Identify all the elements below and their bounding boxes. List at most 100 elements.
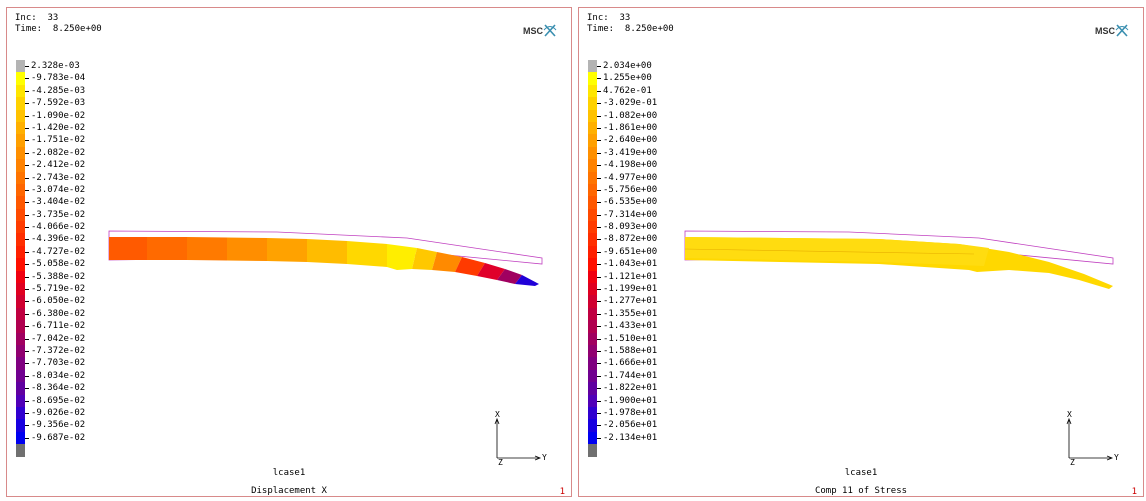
- legend-tick: [597, 239, 601, 241]
- legend-tick: [25, 400, 29, 402]
- legend-swatch: [16, 183, 25, 197]
- legend-swatch: [588, 146, 597, 160]
- legend-tick: [25, 202, 29, 204]
- legend-tick: [25, 437, 29, 439]
- legend-tick: [25, 425, 29, 427]
- legend-tick: [25, 90, 29, 92]
- legend-tick: [25, 177, 29, 179]
- model-mesh-view[interactable]: [579, 8, 1144, 497]
- legend-tick: [25, 103, 29, 105]
- legend-value: -4.396e-02: [31, 234, 86, 245]
- legend-tick: [25, 165, 29, 167]
- legend-tick: [25, 363, 29, 365]
- legend-value: -5.719e-02: [31, 284, 86, 295]
- legend-value: -1.043e+01: [603, 259, 658, 270]
- legend-value: -9.687e-02: [31, 432, 86, 443]
- legend-swatch: [588, 295, 597, 308]
- legend-swatch: [16, 72, 25, 85]
- legend-tick: [597, 313, 601, 315]
- legend-swatch: [588, 196, 597, 209]
- legend-swatch: [588, 245, 597, 259]
- legend-swatch: [588, 406, 597, 420]
- legend-swatch: [588, 109, 597, 122]
- legend-swatch: [16, 431, 25, 445]
- legend-tick: [597, 165, 601, 167]
- legend-tick: [25, 289, 29, 291]
- legend-value: -9.651e+00: [603, 246, 658, 257]
- legend-tick: [597, 90, 601, 92]
- model-mesh-view[interactable]: [7, 8, 572, 497]
- legend-value: -7.703e-02: [31, 358, 86, 369]
- triad-x-label: X: [1067, 410, 1072, 419]
- legend-swatch: [588, 382, 597, 395]
- legend-tick: [597, 412, 601, 414]
- legend-tick: [25, 301, 29, 303]
- legend-value: -6.711e-02: [31, 321, 86, 332]
- legend-tick: [597, 425, 601, 427]
- legend-value: -1.420e-02: [31, 122, 86, 133]
- legend-swatch: [588, 369, 597, 383]
- legend-swatch: [16, 121, 25, 135]
- increment-time-header: Inc: 33 Time: 8.250e+00: [15, 13, 102, 35]
- legend-value: -2.134e+01: [603, 432, 658, 443]
- legend-swatch: [588, 121, 597, 135]
- increment-label: Inc: 33: [587, 13, 631, 23]
- viewport-displacement[interactable]: Inc: 33 Time: 8.250e+00 MSC 2.328e-03 -9.…: [6, 7, 572, 497]
- legend-swatch: [588, 171, 597, 184]
- legend-value: 2.328e-03: [31, 61, 80, 71]
- legend-swatch: [588, 134, 597, 147]
- legend-value: -3.735e-02: [31, 209, 86, 220]
- legend-value: -4.977e+00: [603, 172, 658, 183]
- legend-tick: [25, 239, 29, 241]
- legend-swatch: [16, 134, 25, 147]
- msc-logo-icon: MSC: [523, 24, 557, 37]
- legend-swatch: [588, 84, 597, 98]
- legend-swatch: [16, 382, 25, 395]
- result-title: Displacement X: [251, 486, 327, 496]
- legend-tick: [597, 227, 601, 229]
- msc-logo-text: MSC: [523, 26, 544, 36]
- legend-value: -7.372e-02: [31, 345, 86, 356]
- legend-tick: [597, 78, 601, 80]
- legend-tick: [597, 140, 601, 142]
- legend-tick: [597, 264, 601, 266]
- legend-tick: [25, 127, 29, 129]
- increment-time-header: Inc: 33 Time: 8.250e+00: [587, 13, 674, 35]
- legend-value: -8.034e-02: [31, 370, 86, 381]
- legend-value: -7.042e-02: [31, 333, 86, 344]
- legend-swatch: [16, 159, 25, 172]
- legend-tick: [25, 214, 29, 216]
- viewport-stress[interactable]: Inc: 33 Time: 8.250e+00 MSC 2.034e+00 1.2…: [578, 7, 1144, 497]
- legend-tick: [25, 350, 29, 352]
- legend-tick: [597, 66, 601, 67]
- increment-label: Inc: 33: [15, 13, 59, 23]
- legend-swatch: [16, 444, 25, 457]
- legend-value: -6.050e-02: [31, 296, 86, 307]
- legend-value: -1.666e+01: [603, 358, 658, 369]
- legend-swatch: [16, 171, 25, 184]
- legend-swatch: [588, 233, 597, 246]
- legend-tick: [25, 115, 29, 117]
- legend-tick: [25, 66, 29, 67]
- legend-tick: [597, 115, 601, 117]
- legend-swatch: [16, 357, 25, 370]
- legend-value: -1.510e+01: [603, 333, 658, 344]
- legend-swatch: [588, 258, 597, 271]
- legend-value: -1.861e+00: [603, 122, 658, 133]
- legend-value: -8.093e+00: [603, 222, 658, 233]
- legend-value: -6.380e-02: [31, 308, 86, 319]
- legend-swatch: [16, 332, 25, 345]
- legend-tick: [597, 400, 601, 402]
- legend-tick: [597, 214, 601, 216]
- legend-value: -9.783e-04: [31, 73, 86, 84]
- legend-swatch: [16, 344, 25, 358]
- legend-value: -4.066e-02: [31, 222, 86, 233]
- viewport-number: 1: [1131, 487, 1137, 497]
- legend-tick: [597, 301, 601, 303]
- legend-value: -2.743e-02: [31, 172, 86, 183]
- legend-swatch: [588, 307, 597, 321]
- legend-value: -9.356e-02: [31, 420, 86, 431]
- triad-y-label: Y: [542, 453, 547, 462]
- triad-x-label: X: [495, 410, 500, 419]
- legend-swatch: [16, 60, 25, 73]
